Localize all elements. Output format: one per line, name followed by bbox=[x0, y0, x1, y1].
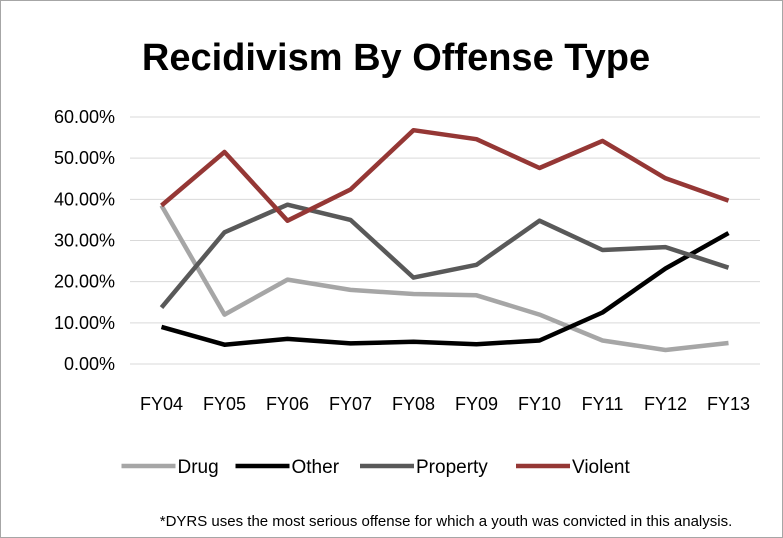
legend: Drug Other Property Violent bbox=[121, 457, 630, 478]
x-tick-label: FY09 bbox=[455, 394, 498, 414]
y-tick-label: 60.00% bbox=[54, 107, 115, 127]
x-tick-label: FY12 bbox=[644, 394, 687, 414]
legend-label-property: Property bbox=[416, 457, 488, 478]
y-tick-label: 40.00% bbox=[54, 189, 115, 209]
y-axis-ticks: 0.00% 10.00% 20.00% 30.00% 40.00% 50.00% 60.00… bbox=[54, 107, 115, 374]
series-lines bbox=[159, 127, 730, 353]
x-tick-label: FY05 bbox=[203, 394, 246, 414]
x-tick-label: FY11 bbox=[582, 394, 624, 414]
legend-label-other: Other bbox=[292, 457, 340, 478]
gridlines bbox=[130, 116, 760, 365]
x-tick-label: FY07 bbox=[329, 394, 372, 414]
y-tick-label: 30.00% bbox=[54, 231, 115, 251]
x-tick-label: FY10 bbox=[518, 394, 561, 414]
chart-title: Recidivism By Offense Type bbox=[142, 37, 650, 79]
series-line-drug bbox=[159, 204, 729, 353]
legend-label-violent: Violent bbox=[572, 457, 630, 478]
chart-footnote: *DYRS uses the most serious offense for … bbox=[160, 513, 733, 530]
legend-label-drug: Drug bbox=[178, 457, 219, 478]
x-tick-label: FY13 bbox=[707, 394, 750, 414]
x-tick-label: FY06 bbox=[266, 394, 309, 414]
x-tick-label: FY04 bbox=[140, 394, 183, 414]
x-axis-ticks: FY04 FY05 FY06 FY07 FY08 FY09 FY10 FY11 FY12 FY13 bbox=[140, 394, 750, 414]
y-tick-label: 50.00% bbox=[54, 148, 115, 168]
y-tick-label: 20.00% bbox=[54, 272, 115, 292]
y-tick-label: 0.00% bbox=[64, 354, 115, 374]
series-line-property bbox=[159, 202, 730, 310]
y-tick-label: 10.00% bbox=[54, 313, 115, 333]
series-line-other bbox=[160, 231, 730, 347]
series-line-violent bbox=[160, 127, 730, 223]
x-tick-label: FY08 bbox=[392, 394, 435, 414]
